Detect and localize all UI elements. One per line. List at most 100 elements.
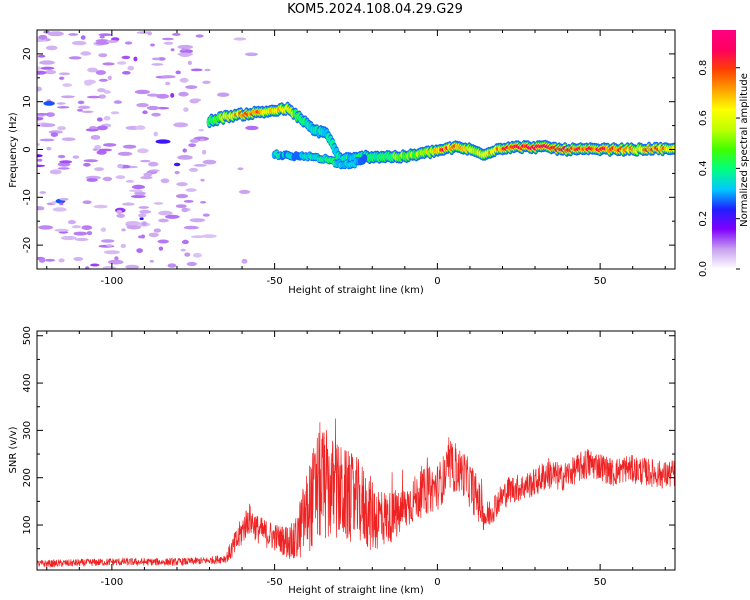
noise-speckle xyxy=(83,162,91,167)
noise-speckle xyxy=(62,83,73,87)
noise-speckle xyxy=(59,160,73,164)
noise-speckle xyxy=(45,45,58,51)
noise-speckle xyxy=(37,113,50,116)
noise-speckle xyxy=(106,244,113,247)
noise-speckle xyxy=(38,34,48,40)
noise-speckle xyxy=(157,239,169,244)
noise-speckle xyxy=(165,81,171,86)
noise-speckle xyxy=(99,35,105,39)
noise-speckle xyxy=(114,256,119,261)
noise-speckle xyxy=(44,258,56,262)
noise-speckle xyxy=(72,155,80,159)
noise-speckle xyxy=(202,80,211,85)
noise-speckle xyxy=(204,68,211,72)
x-tick-label: -100 xyxy=(101,276,124,287)
noise-speckle xyxy=(199,138,205,142)
noise-speckle xyxy=(142,110,148,115)
noise-speckle xyxy=(51,201,57,205)
y-tick-label: -10 xyxy=(22,189,33,205)
noise-speckle xyxy=(37,116,44,121)
noise-speckle xyxy=(125,180,135,183)
noise-speckle xyxy=(177,155,193,160)
noise-speckle xyxy=(202,213,210,217)
snr-x-axis-label: Height of straight line (km) xyxy=(288,585,424,596)
colorbar-tick-label: 0.4 xyxy=(698,160,709,176)
noise-speckle xyxy=(39,138,55,142)
y-tick-label: 10 xyxy=(22,95,33,108)
noise-speckle xyxy=(96,125,108,131)
noise-speckle xyxy=(98,33,112,37)
noise-speckle xyxy=(137,148,149,154)
noise-speckle xyxy=(101,239,115,243)
noise-speckle xyxy=(134,89,150,95)
colorbar xyxy=(712,30,736,269)
noise-speckle xyxy=(245,52,258,57)
x-tick-label: 50 xyxy=(594,276,607,287)
noise-speckle xyxy=(156,93,170,99)
noise-speckle xyxy=(93,204,108,209)
noise-speckle xyxy=(47,31,64,37)
noise-speckle xyxy=(44,70,57,75)
noise-speckle xyxy=(95,41,109,45)
noise-speckle xyxy=(73,231,88,236)
noise-speckle xyxy=(59,202,64,206)
noise-speckle xyxy=(165,214,180,219)
noise-speckle xyxy=(37,154,43,158)
noise-speckle xyxy=(57,126,66,131)
noise-speckle xyxy=(147,31,153,36)
noise-speckle xyxy=(195,34,204,38)
noise-speckle xyxy=(81,225,93,231)
noise-speckle xyxy=(72,225,81,229)
noise-speckle xyxy=(125,264,140,269)
noise-speckle xyxy=(82,200,92,204)
noise-speckle xyxy=(188,143,197,147)
y-tick-label: 500 xyxy=(22,326,33,345)
noise-speckle xyxy=(170,93,175,98)
noise-speckle xyxy=(217,92,230,97)
colorbar-tick-label: 0.8 xyxy=(698,60,709,76)
noise-speckle xyxy=(57,167,70,170)
y-tick-label: 200 xyxy=(22,468,33,487)
noise-speckle xyxy=(113,100,122,104)
noise-speckle xyxy=(135,125,146,130)
colorbar-tick-label: 0.6 xyxy=(698,110,709,126)
noise-speckle xyxy=(245,125,259,131)
noise-speckle xyxy=(37,164,46,167)
x-tick-label: -100 xyxy=(101,577,124,588)
noise-speckle xyxy=(138,213,147,218)
snr-axes: -100 -50 0 50 100 200 300 400 500 xyxy=(22,326,675,588)
noise-speckle xyxy=(139,209,152,214)
noise-speckle xyxy=(97,88,106,93)
noise-speckle xyxy=(59,77,64,80)
noise-speckle xyxy=(129,189,143,192)
noise-speckle xyxy=(148,169,160,172)
noise-speckle xyxy=(134,191,146,196)
noise-speckle xyxy=(136,248,143,254)
snr-frame xyxy=(36,330,676,571)
noise-speckle xyxy=(172,32,181,36)
noise-speckle xyxy=(139,217,144,220)
noise-speckle xyxy=(37,54,46,58)
snr-y-axis-label: SNR (v/v) xyxy=(8,426,19,473)
noise-speckle xyxy=(40,123,56,127)
noise-speckle xyxy=(181,239,189,245)
y-tick-label: 20 xyxy=(22,48,33,61)
noise-speckle xyxy=(184,252,191,257)
x-tick-label: -50 xyxy=(266,577,282,588)
noise-speckle xyxy=(38,258,46,263)
noise-speckle xyxy=(59,197,69,201)
noise-speckle xyxy=(40,66,55,70)
noise-speckle xyxy=(122,71,131,75)
noise-speckle xyxy=(107,259,124,265)
noise-speckle xyxy=(200,178,205,182)
noise-speckle xyxy=(151,63,164,66)
noise-speckle xyxy=(60,235,77,241)
noise-speckle xyxy=(170,48,175,52)
noise-speckle xyxy=(110,111,120,115)
noise-speckle xyxy=(38,225,54,230)
noise-speckle xyxy=(54,228,69,232)
noise-speckle xyxy=(50,132,58,138)
noise-speckle xyxy=(241,258,248,264)
noise-speckle xyxy=(181,207,189,213)
